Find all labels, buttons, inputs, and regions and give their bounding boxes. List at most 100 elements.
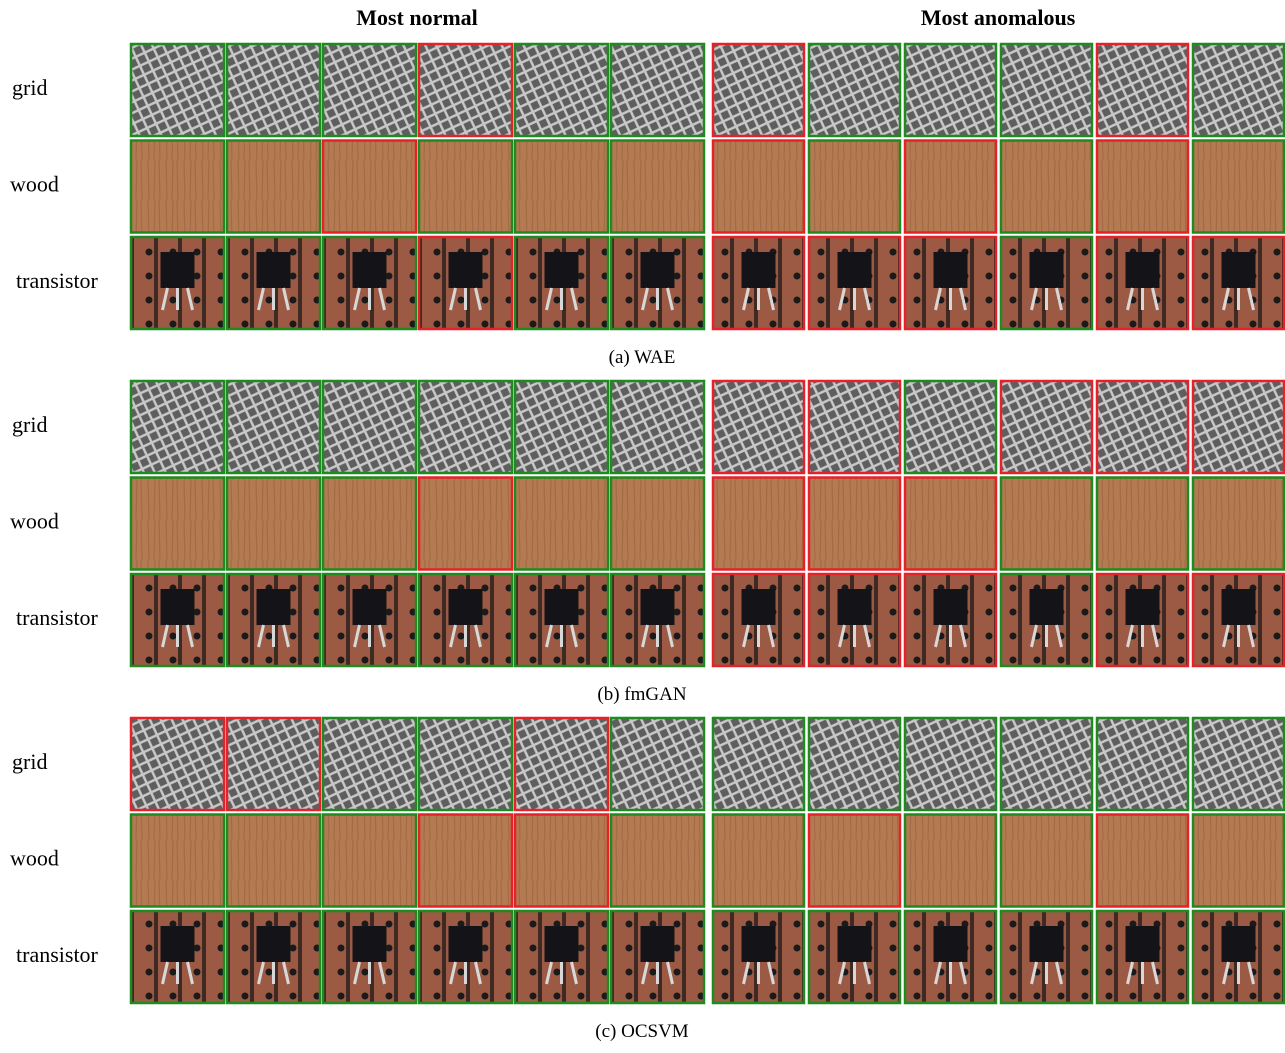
component xyxy=(1222,589,1256,625)
component xyxy=(934,926,968,962)
component xyxy=(641,589,675,625)
tile-image xyxy=(808,380,901,474)
image-tile xyxy=(322,814,417,908)
image-tile xyxy=(226,717,321,811)
tile-image xyxy=(130,717,225,811)
image-tile xyxy=(322,43,417,137)
image-tile xyxy=(322,236,417,330)
tile-image xyxy=(1096,140,1189,234)
row-label: grid xyxy=(12,749,47,774)
tile-image xyxy=(610,380,705,474)
tile-image xyxy=(808,477,901,571)
tile-image xyxy=(808,43,901,137)
tile-image xyxy=(130,380,225,474)
caption: (c) OCSVM xyxy=(595,1021,689,1042)
component xyxy=(1030,926,1064,962)
image-tile xyxy=(712,814,805,908)
image-tile xyxy=(130,43,225,137)
image-tile xyxy=(130,477,225,571)
image-tile xyxy=(418,910,513,1004)
image-tile xyxy=(130,380,225,474)
tile-image xyxy=(322,814,417,908)
image-tile xyxy=(904,477,997,571)
image-tile xyxy=(808,43,901,137)
image-tile xyxy=(226,814,321,908)
image-tile xyxy=(712,477,805,571)
component xyxy=(1030,252,1064,288)
tile-image xyxy=(514,140,609,234)
image-tile xyxy=(1000,236,1093,330)
image-tile xyxy=(712,573,805,667)
image-tile xyxy=(226,573,321,667)
tile-image xyxy=(226,477,321,571)
tile-image xyxy=(1096,477,1189,571)
image-tile xyxy=(1096,380,1189,474)
image-tile xyxy=(130,717,225,811)
component xyxy=(161,252,195,288)
image-tile xyxy=(1096,573,1189,667)
image-tile xyxy=(1192,236,1285,330)
image-tile xyxy=(808,573,901,667)
tile-image xyxy=(808,717,901,811)
image-tile xyxy=(322,477,417,571)
tile-image xyxy=(514,380,609,474)
component xyxy=(838,252,872,288)
tile-image xyxy=(610,717,705,811)
component xyxy=(1222,252,1256,288)
image-tile xyxy=(808,910,901,1004)
image-tile xyxy=(904,43,997,137)
component xyxy=(257,589,291,625)
image-tile xyxy=(1000,573,1093,667)
image-tile xyxy=(418,573,513,667)
tile-image xyxy=(1000,380,1093,474)
image-tile xyxy=(808,140,901,234)
tile-image xyxy=(904,477,997,571)
image-tile xyxy=(1000,380,1093,474)
image-tile xyxy=(1192,717,1285,811)
image-tile xyxy=(1192,477,1285,571)
component xyxy=(353,589,387,625)
row-label: wood xyxy=(10,172,59,197)
tile-image xyxy=(712,140,805,234)
tile-image xyxy=(1192,814,1285,908)
tile-image xyxy=(712,717,805,811)
tile-image xyxy=(322,140,417,234)
image-tile xyxy=(226,43,321,137)
tile-image xyxy=(322,477,417,571)
image-tile xyxy=(130,140,225,234)
image-tile xyxy=(418,380,513,474)
tile-image xyxy=(904,43,997,137)
image-tile xyxy=(1096,43,1189,137)
component xyxy=(838,926,872,962)
image-tile xyxy=(514,140,609,234)
tile-image xyxy=(130,43,225,137)
tile-image xyxy=(130,814,225,908)
image-tile xyxy=(226,477,321,571)
tile-image xyxy=(1096,717,1189,811)
image-tile xyxy=(1096,140,1189,234)
image-tile xyxy=(610,43,705,137)
image-tile xyxy=(904,910,997,1004)
image-tile xyxy=(514,43,609,137)
tile-image xyxy=(712,43,805,137)
tile-image xyxy=(1192,140,1285,234)
image-tile xyxy=(712,140,805,234)
row-label: grid xyxy=(12,412,47,437)
image-tile xyxy=(610,573,705,667)
image-tile xyxy=(418,477,513,571)
image-tile xyxy=(712,43,805,137)
image-tile xyxy=(514,814,609,908)
tile-image xyxy=(904,380,997,474)
image-tile xyxy=(130,236,225,330)
tile-image xyxy=(130,140,225,234)
component xyxy=(1126,589,1160,625)
component xyxy=(641,926,675,962)
image-tile xyxy=(712,380,805,474)
image-tile xyxy=(514,477,609,571)
tile-image xyxy=(418,43,513,137)
image-tile xyxy=(1096,477,1189,571)
component xyxy=(449,589,483,625)
image-tile xyxy=(610,477,705,571)
tile-image xyxy=(610,43,705,137)
tile-image xyxy=(322,717,417,811)
